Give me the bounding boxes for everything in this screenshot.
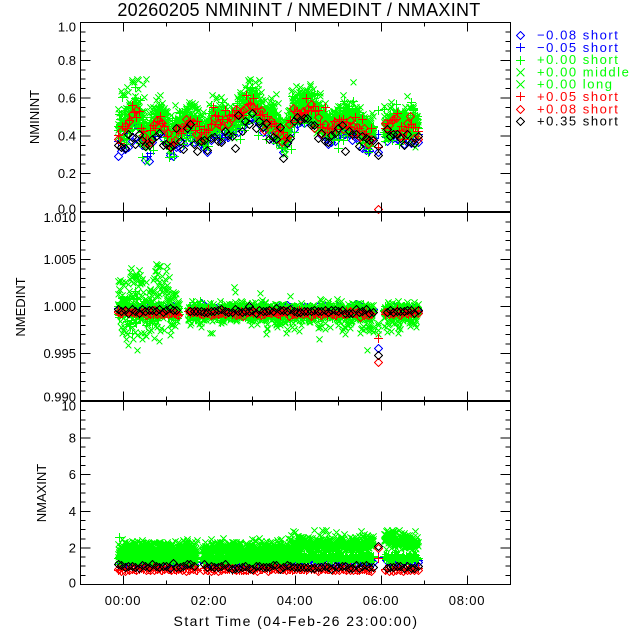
- svg-text:2: 2: [69, 540, 76, 555]
- svg-text:0.6: 0.6: [58, 91, 76, 106]
- svg-text:20260205 NMININT / NMEDINT / N: 20260205 NMININT / NMEDINT / NMAXINT: [117, 0, 480, 20]
- svg-text:1.000: 1.000: [43, 299, 76, 314]
- svg-text:1.010: 1.010: [43, 210, 76, 225]
- svg-text:NMININT: NMININT: [27, 90, 42, 144]
- svg-text:6: 6: [69, 467, 76, 482]
- svg-text:1.005: 1.005: [43, 252, 76, 267]
- svg-text:+0.00 short: +0.00 short: [537, 52, 619, 67]
- svg-text:06:00: 06:00: [363, 593, 400, 608]
- svg-text:−0.05 short: −0.05 short: [537, 40, 619, 55]
- svg-text:4: 4: [69, 504, 76, 519]
- svg-text:8: 8: [69, 431, 76, 446]
- svg-text:04:00: 04:00: [277, 593, 314, 608]
- svg-text:10: 10: [62, 399, 76, 414]
- svg-text:0.2: 0.2: [58, 166, 76, 181]
- svg-text:00:00: 00:00: [105, 593, 142, 608]
- svg-text:+0.35 short: +0.35 short: [537, 114, 619, 129]
- svg-text:Start Time (04-Feb-26 23:00:00: Start Time (04-Feb-26 23:00:00): [174, 613, 419, 629]
- svg-text:1.0: 1.0: [58, 20, 76, 35]
- svg-text:0.995: 0.995: [43, 346, 76, 361]
- svg-text:+0.00 middle: +0.00 middle: [537, 64, 630, 79]
- svg-text:NMEDINT: NMEDINT: [13, 277, 28, 336]
- svg-text:02:00: 02:00: [191, 593, 228, 608]
- svg-text:0.990: 0.990: [43, 390, 76, 405]
- svg-text:0.0: 0.0: [58, 202, 76, 217]
- svg-text:0: 0: [69, 576, 76, 591]
- svg-text:NMAXINT: NMAXINT: [34, 464, 49, 523]
- svg-text:0.8: 0.8: [58, 53, 76, 68]
- svg-text:+0.08 short: +0.08 short: [537, 101, 619, 116]
- svg-text:+0.00 long: +0.00 long: [537, 77, 614, 92]
- svg-text:+0.05 short: +0.05 short: [537, 89, 619, 104]
- svg-text:08:00: 08:00: [449, 593, 486, 608]
- svg-text:−0.08 short: −0.08 short: [537, 28, 619, 43]
- svg-text:0.4: 0.4: [58, 128, 76, 143]
